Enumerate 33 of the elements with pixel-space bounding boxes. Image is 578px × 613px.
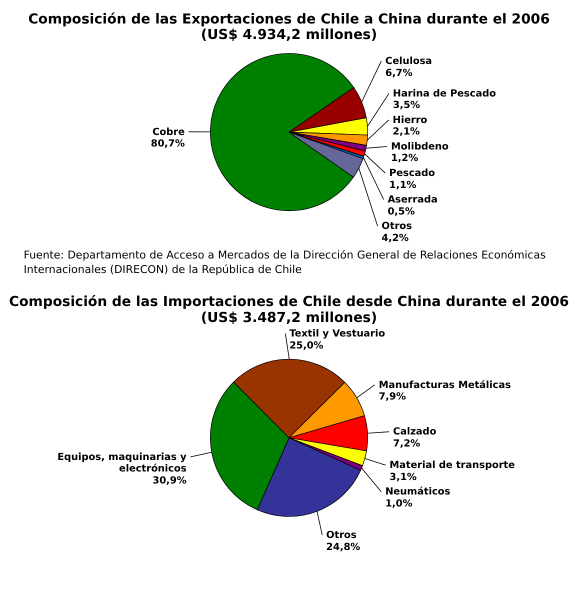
slice-label: Harina de Pescado — [392, 88, 496, 100]
data-label: 1,1% — [389, 180, 417, 191]
data-label: 24,8% — [326, 542, 360, 553]
data-label: 3,1% — [390, 472, 417, 483]
data-label: 0,5% — [388, 206, 415, 218]
slice-label: Aserrada — [388, 194, 438, 206]
data-label: 1,0% — [385, 498, 413, 510]
data-label: 7,9% — [378, 392, 406, 403]
data-label: 1,2% — [390, 153, 418, 164]
slice-label: Equipos, maquinarias y electrónicos — [57, 452, 188, 475]
data-label: 4,2% — [382, 232, 409, 244]
data-label: 3,5% — [392, 100, 420, 112]
slice-label: Manufacturas Metálicas — [378, 380, 512, 391]
slice-label: Pescado — [389, 168, 436, 179]
slice-label: Celulosa — [385, 56, 432, 68]
source-note: Fuente: Departamento de Acceso a Mercados de la Dirección General de Relaciones Económicas Internacionales (DIRECON) de la República de Chile — [24, 248, 546, 276]
slice-label: Calzado — [393, 426, 437, 438]
data-label: 25,0% — [289, 340, 324, 352]
data-label: 80,7% — [150, 138, 185, 150]
data-label: 6,7% — [385, 68, 413, 79]
chart-title: Composición de las Exportaciones de Chile a China durante el 2006 (US$ 4.934,2 millones) — [28, 11, 550, 44]
slice-label: Cobre — [152, 126, 186, 138]
data-label: 30,9% — [152, 475, 187, 486]
slice-label: Hierro — [392, 114, 428, 126]
slice-label: Textil y Vestuario — [289, 328, 386, 340]
data-label: 7,2% — [393, 438, 420, 450]
slice-label: Material de transporte — [390, 460, 516, 472]
slice-label: Neumáticos — [385, 486, 451, 498]
chart-title: Composición de las Importaciones de Chile desde China durante el 2006 (US$ 3.487,2 millones) — [8, 294, 570, 326]
slice-label: Molibdeno — [390, 141, 449, 152]
slice-label: Otros — [326, 530, 357, 542]
slice-label: Otros — [382, 221, 412, 232]
data-label: 2,1% — [392, 126, 420, 138]
